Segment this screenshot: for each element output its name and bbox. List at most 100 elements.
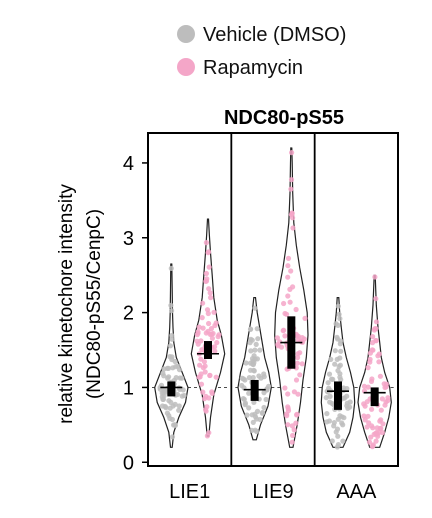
data-point [209, 335, 215, 341]
data-point [200, 300, 206, 306]
data-point [288, 186, 294, 192]
data-point [327, 393, 333, 399]
data-point [239, 375, 245, 381]
violin-rapamycin [190, 218, 226, 439]
data-point [198, 381, 205, 387]
iqr-box [370, 387, 379, 407]
data-point [368, 378, 375, 384]
data-point [337, 362, 343, 368]
data-point [247, 326, 254, 332]
violin-outline [274, 147, 309, 448]
violin-rapamycin [274, 147, 309, 448]
data-point [176, 407, 182, 413]
data-point [214, 340, 220, 346]
data-point [159, 394, 165, 400]
data-point [302, 315, 308, 321]
data-point [169, 308, 175, 314]
data-point [160, 370, 166, 376]
data-point [281, 300, 287, 307]
group-lie9 [235, 147, 311, 448]
data-point [378, 407, 384, 413]
data-point [169, 336, 175, 342]
data-point [290, 225, 296, 231]
data-point [212, 348, 218, 354]
data-point [164, 410, 170, 416]
data-point [203, 408, 209, 414]
data-point [285, 408, 292, 414]
data-point [206, 264, 212, 270]
iqr-box [334, 381, 342, 410]
data-point [256, 373, 262, 379]
data-point [369, 423, 375, 429]
data-point [288, 177, 295, 183]
data-point [251, 360, 257, 366]
data-point [297, 372, 303, 378]
data-point [243, 360, 249, 366]
data-point [285, 255, 292, 261]
data-point [364, 424, 370, 430]
data-point [246, 390, 252, 396]
data-point [376, 359, 382, 365]
data-point [293, 306, 299, 313]
data-point [204, 307, 211, 313]
data-point [254, 356, 260, 362]
data-point [373, 430, 379, 437]
y-axis: 0 1 2 3 4 [123, 153, 148, 474]
data-point [249, 337, 255, 343]
data-points [194, 240, 222, 439]
data-point [197, 362, 203, 368]
violin-vehicle [320, 296, 356, 450]
data-point [365, 365, 371, 371]
data-point [162, 403, 168, 410]
data-points [157, 265, 187, 440]
data-point [250, 419, 256, 425]
data-point [199, 315, 205, 321]
data-point [249, 412, 255, 418]
data-point [201, 359, 207, 365]
data-point [284, 311, 290, 317]
data-point [289, 423, 295, 429]
data-point [203, 240, 209, 246]
data-point [379, 430, 386, 436]
data-point [181, 392, 187, 399]
data-point [299, 361, 305, 367]
data-point [367, 350, 373, 356]
y-tick-label: 3 [123, 228, 134, 250]
data-point [332, 361, 338, 367]
data-point [274, 335, 280, 341]
data-point [334, 334, 340, 340]
data-point [285, 293, 291, 299]
data-point [158, 382, 165, 388]
data-point [369, 444, 375, 450]
data-point [167, 343, 173, 349]
data-point [337, 413, 343, 419]
data-point [294, 360, 300, 366]
data-point [202, 369, 208, 375]
data-point [172, 422, 178, 428]
data-point [324, 419, 330, 425]
data-point [207, 372, 213, 379]
data-point [295, 391, 301, 397]
data-point [246, 375, 252, 381]
data-point [246, 405, 252, 411]
data-point [177, 375, 183, 381]
data-point [361, 413, 367, 419]
data-point [287, 286, 293, 292]
data-point [373, 296, 379, 302]
data-point [347, 404, 353, 410]
x-category-label: LIE1 [169, 481, 210, 503]
data-point [168, 399, 174, 405]
data-point [293, 377, 300, 383]
data-point [176, 403, 182, 409]
data-point [332, 348, 338, 354]
y-tick-label: 2 [123, 303, 134, 325]
data-point [293, 420, 299, 426]
data-point [207, 331, 213, 337]
data-point [250, 375, 256, 381]
data-point [337, 316, 343, 322]
data-point [266, 383, 272, 389]
data-point [173, 375, 179, 381]
data-point [172, 358, 178, 365]
group-lie1 [152, 218, 228, 448]
